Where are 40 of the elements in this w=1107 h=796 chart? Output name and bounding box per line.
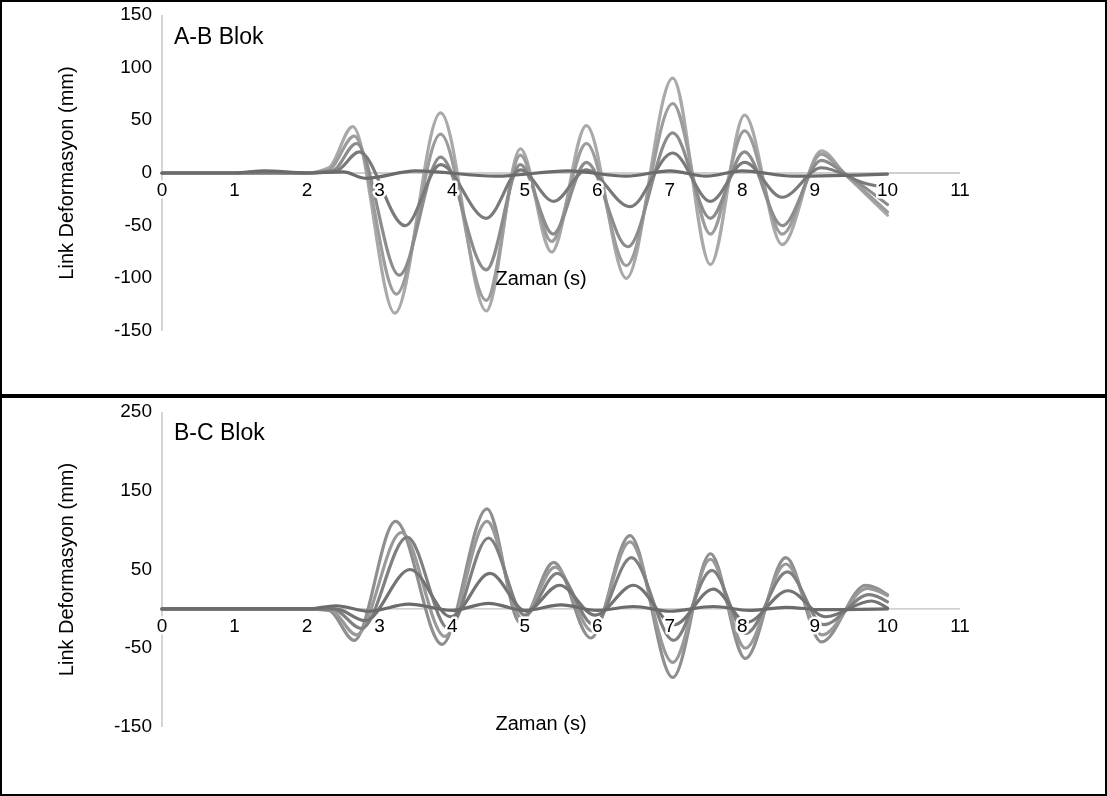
x-tick-label: 2 [301,179,313,200]
x-axis-title: Zaman (s) [495,712,587,734]
x-tick-label: 10 [876,614,899,636]
y-tick-label: 50 [130,557,152,579]
y-axis-title: Link Deformasyon (mm) [55,462,77,677]
y-tick-label: 50 [130,108,152,130]
y-tick-label: -150 [113,319,152,341]
x-axis-title: Zaman (s) [495,267,587,289]
x-tick-label: 9 [809,179,821,200]
x-tick-label: 8 [737,179,748,200]
y-tick-label: 0 [141,161,152,183]
x-tick-label: 11 [950,614,970,636]
x-tick-label: 4 [446,179,458,200]
x-tick-label: 3 [374,614,385,636]
x-tick-label: 8 [737,614,748,636]
x-tick-label: 0 [156,614,168,636]
chart-title: B-C Blok [174,419,266,445]
y-tick-label: -50 [124,213,152,235]
x-tick-label: 1 [229,614,240,636]
y-tick-label: -50 [124,636,152,658]
x-tick-label: 2 [301,614,313,636]
y-tick-label: 150 [120,3,152,25]
x-tick-label: 7 [664,614,676,636]
x-tick-label: 11 [950,179,970,200]
x-tick-label: 1 [229,179,240,200]
y-tick-label: 100 [120,55,152,77]
x-tick-label: 5 [519,614,531,636]
y-tick-label: 150 [120,478,152,500]
y-tick-label: 250 [120,400,152,422]
x-tick-label: 6 [591,179,603,200]
x-tick-label: 5 [519,179,531,200]
x-tick-label: 0 [156,179,168,200]
x-tick-label: 3 [374,179,385,200]
x-tick-label: 10 [876,179,899,200]
y-tick-label: -150 [113,715,152,737]
x-tick-label: 4 [446,614,458,636]
x-tick-label: 7 [664,179,676,200]
y-tick-label: -100 [113,266,152,288]
y-axis-title: Link Deformasyon (mm) [55,66,77,280]
chart-title: A-B Blok [174,23,264,49]
